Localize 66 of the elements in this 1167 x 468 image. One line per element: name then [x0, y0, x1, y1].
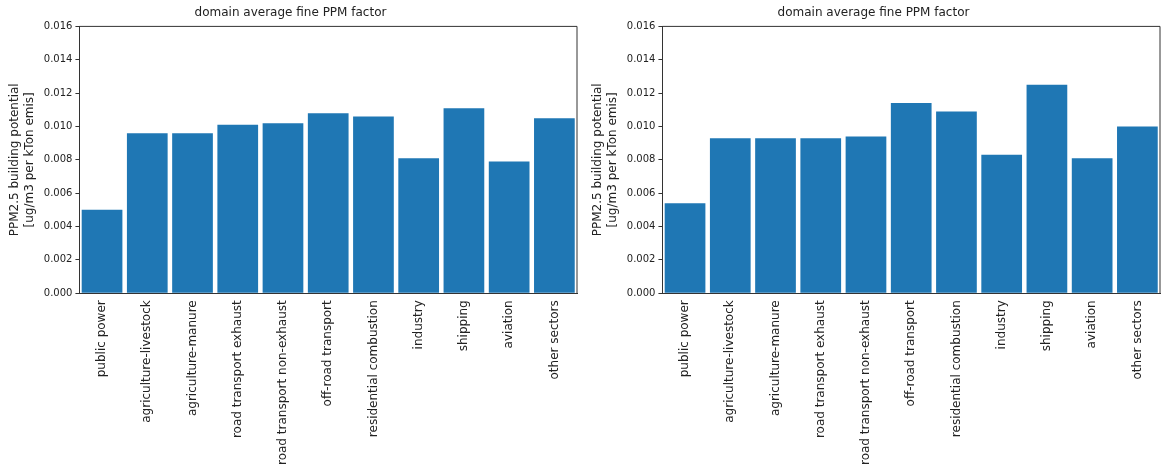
y-tick-label: 0.016 — [43, 19, 73, 31]
bar — [1117, 126, 1158, 293]
x-tick-label: public power — [677, 300, 692, 378]
x-tick-label: road transport exhaust — [229, 299, 244, 439]
y-axis-title: PPM2.5 building potential [ug/m3 per kTon emis] — [7, 83, 36, 237]
bar — [353, 116, 394, 293]
x-tick-label: agriculture-livestock — [722, 300, 737, 423]
y-tick-label: 0.006 — [626, 186, 656, 198]
y-tick-label: 0.002 — [43, 253, 73, 265]
x-tick-label: off-road transport — [320, 299, 335, 407]
bar — [1026, 84, 1068, 293]
y-tick-label: 0.016 — [626, 19, 656, 31]
bar — [664, 203, 706, 293]
y-tick-label: 0.008 — [626, 153, 656, 165]
y-tick-label: 0.006 — [43, 186, 73, 198]
bar — [398, 158, 440, 293]
y-tick-label: 0.014 — [43, 53, 73, 65]
bar — [755, 138, 796, 293]
x-tick-label: road transport non-exhaust — [858, 299, 873, 466]
x-tick-label: agriculture-manure — [767, 300, 782, 417]
x-tick-label: aviation — [1084, 300, 1099, 349]
y-tick-label: 0.004 — [43, 220, 73, 232]
y-tick-label: 0.012 — [43, 86, 73, 98]
bar — [81, 209, 123, 293]
bar — [1071, 158, 1113, 293]
x-tick-label: road transport exhaust — [812, 299, 827, 439]
x-tick-label: off-road transport — [903, 299, 918, 407]
y-tick-label: 0.014 — [626, 53, 656, 65]
x-tick-label: public power — [94, 300, 109, 378]
bar — [307, 113, 349, 293]
x-tick-label: agriculture-manure — [184, 300, 199, 417]
y-tick-label: 0.010 — [626, 120, 656, 132]
y-tick-label: 0.010 — [43, 120, 73, 132]
x-tick-label: aviation — [501, 300, 516, 349]
chart-title: domain average fine PPM factor — [194, 5, 387, 20]
y-tick-label: 0.000 — [626, 286, 656, 298]
x-tick-label: industry — [410, 300, 425, 350]
y-tick-label: 0.000 — [43, 286, 73, 298]
x-tick-label: other sectors — [1129, 300, 1144, 380]
bar — [126, 133, 168, 293]
bar — [800, 138, 842, 293]
y-tick-label: 0.004 — [626, 220, 656, 232]
bar — [845, 136, 887, 293]
bar — [443, 108, 485, 293]
chart-title: domain average fine PPM factor — [777, 5, 970, 20]
x-tick-label: residential combustion — [365, 300, 380, 438]
bar — [709, 138, 751, 293]
bar — [488, 161, 530, 293]
bar — [172, 133, 213, 293]
x-tick-label: industry — [993, 300, 1008, 350]
bar — [534, 118, 575, 293]
x-tick-label: residential combustion — [948, 300, 963, 438]
x-tick-label: shipping — [1039, 300, 1054, 352]
x-tick-label: agriculture-livestock — [139, 300, 154, 423]
y-axis-title: PPM2.5 building potential [ug/m3 per kTon emis] — [590, 83, 619, 237]
bar — [936, 111, 977, 293]
bar — [217, 124, 259, 293]
x-tick-label: shipping — [456, 300, 471, 352]
y-tick-label: 0.012 — [626, 86, 656, 98]
bar — [890, 103, 932, 293]
y-tick-label: 0.008 — [43, 153, 73, 165]
x-tick-label: road transport non-exhaust — [275, 299, 290, 466]
x-tick-label: other sectors — [546, 300, 561, 380]
bar — [981, 154, 1023, 293]
y-tick-label: 0.002 — [626, 253, 656, 265]
bar — [262, 123, 304, 293]
